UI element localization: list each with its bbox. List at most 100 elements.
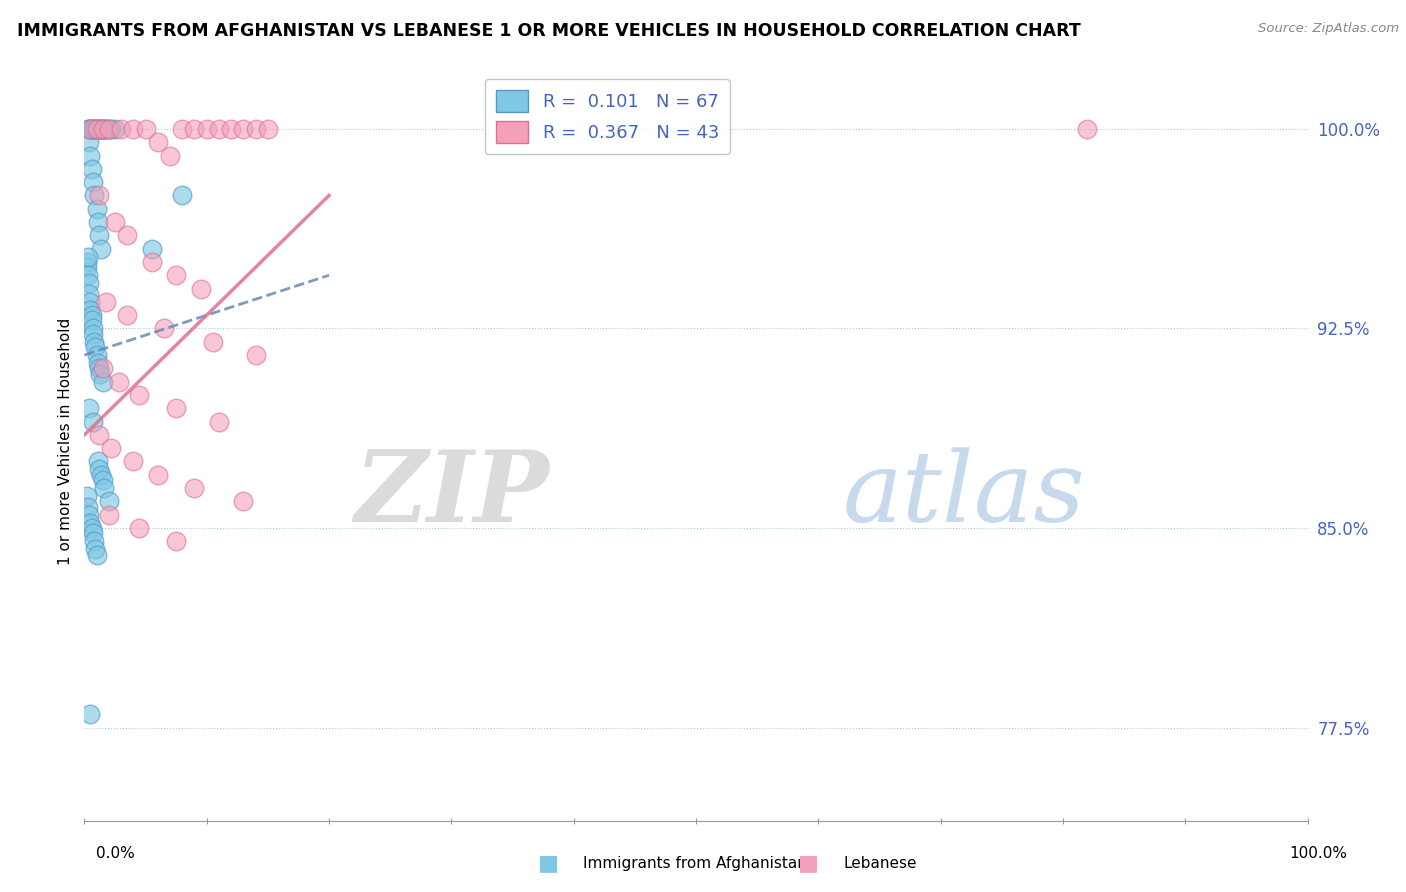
Point	[141, 242, 163, 256]
Point	[93, 122, 115, 136]
Point	[190, 282, 212, 296]
Point	[79, 302, 101, 317]
Y-axis label: 1 or more Vehicles in Household: 1 or more Vehicles in Household	[58, 318, 73, 566]
Point	[219, 122, 242, 136]
Point	[84, 340, 107, 354]
Point	[79, 148, 101, 162]
Point	[80, 122, 103, 136]
Text: atlas: atlas	[842, 447, 1085, 542]
Point	[172, 188, 194, 202]
Point	[128, 521, 150, 535]
Point	[135, 122, 157, 136]
Point	[90, 467, 112, 482]
Point	[82, 321, 104, 335]
Text: Immigrants from Afghanistan: Immigrants from Afghanistan	[583, 856, 807, 871]
Point	[87, 454, 110, 468]
Point	[83, 122, 105, 136]
Point	[86, 548, 108, 562]
Point	[208, 415, 231, 429]
Point	[80, 313, 103, 327]
Point	[80, 308, 103, 322]
Point	[77, 401, 100, 416]
Point	[97, 122, 120, 136]
Point	[79, 122, 101, 136]
Point	[90, 242, 112, 256]
Point	[76, 260, 98, 275]
Point	[77, 122, 100, 136]
Point	[146, 135, 169, 149]
Legend: R =  0.101   N = 67, R =  0.367   N = 43: R = 0.101 N = 67, R = 0.367 N = 43	[485, 79, 730, 153]
Text: IMMIGRANTS FROM AFGHANISTAN VS LEBANESE 1 OR MORE VEHICLES IN HOUSEHOLD CORRELAT: IMMIGRANTS FROM AFGHANISTAN VS LEBANESE …	[17, 22, 1081, 40]
Point	[76, 489, 98, 503]
Point	[86, 202, 108, 216]
Text: 0.0%: 0.0%	[96, 846, 135, 861]
Point	[80, 161, 103, 176]
Point	[76, 255, 98, 269]
Point	[77, 508, 100, 522]
Point	[89, 367, 111, 381]
Point	[87, 361, 110, 376]
Point	[80, 521, 103, 535]
Text: ZIP: ZIP	[354, 446, 550, 543]
Point	[87, 356, 110, 370]
Point	[82, 415, 104, 429]
Point	[107, 375, 129, 389]
Point	[77, 250, 100, 264]
Point	[128, 388, 150, 402]
Point	[87, 428, 110, 442]
Point	[97, 494, 120, 508]
Point	[100, 441, 122, 455]
Point	[122, 122, 145, 136]
Point	[87, 122, 110, 136]
Point	[90, 122, 112, 136]
Point	[183, 481, 205, 495]
Point	[89, 122, 111, 136]
Point	[146, 467, 169, 482]
Text: Lebanese: Lebanese	[844, 856, 917, 871]
Point	[84, 122, 107, 136]
Point	[165, 534, 187, 549]
Text: 100.0%: 100.0%	[1289, 846, 1347, 861]
Point	[77, 122, 100, 136]
Point	[232, 122, 254, 136]
Point	[87, 215, 110, 229]
Point	[91, 473, 114, 487]
Point	[165, 401, 187, 416]
Point	[104, 215, 127, 229]
Point	[165, 268, 187, 283]
Point	[91, 375, 114, 389]
Point	[77, 277, 100, 291]
Point	[79, 294, 101, 309]
Point	[100, 122, 122, 136]
Point	[87, 188, 110, 202]
Point	[201, 334, 224, 349]
Point	[96, 122, 118, 136]
Point	[1076, 122, 1098, 136]
Point	[86, 122, 108, 136]
Point	[195, 122, 218, 136]
Point	[77, 135, 100, 149]
Point	[87, 122, 110, 136]
Text: ■: ■	[538, 854, 558, 873]
Text: ■: ■	[799, 854, 818, 873]
Point	[159, 148, 181, 162]
Point	[82, 526, 104, 541]
Point	[82, 122, 104, 136]
Point	[86, 122, 108, 136]
Point	[77, 500, 100, 514]
Point	[97, 122, 120, 136]
Point	[115, 228, 138, 243]
Point	[91, 122, 114, 136]
Point	[208, 122, 231, 136]
Point	[104, 122, 127, 136]
Point	[232, 494, 254, 508]
Point	[96, 294, 118, 309]
Point	[91, 122, 114, 136]
Point	[245, 122, 267, 136]
Point	[79, 122, 101, 136]
Point	[83, 534, 105, 549]
Point	[87, 462, 110, 476]
Point	[86, 348, 108, 362]
Point	[115, 308, 138, 322]
Point	[79, 707, 101, 722]
